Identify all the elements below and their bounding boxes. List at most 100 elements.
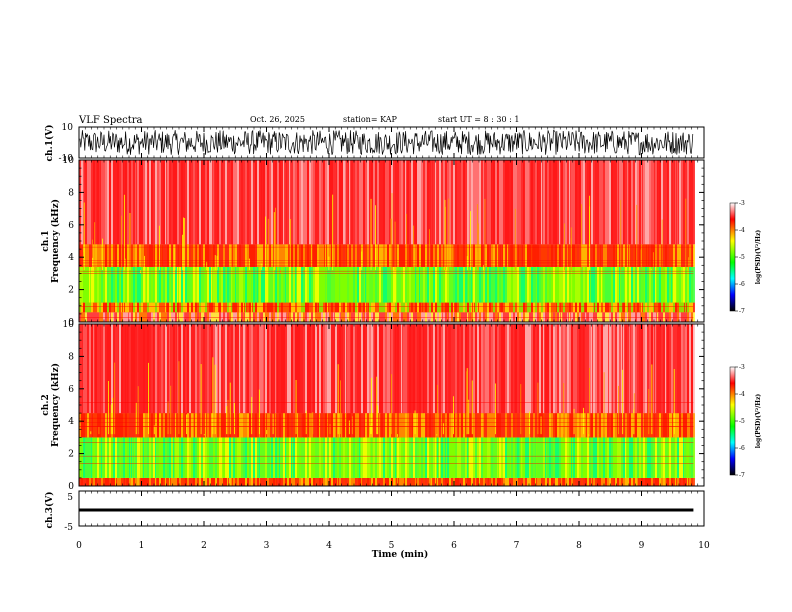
spectrogram-cell bbox=[355, 302, 357, 313]
spectrogram-cell bbox=[547, 266, 549, 303]
spectrogram-cell bbox=[509, 160, 511, 245]
spectrogram-cell bbox=[209, 302, 211, 313]
spectrogram-cell bbox=[529, 302, 531, 313]
spectrogram-cell bbox=[83, 312, 85, 322]
spectrogram-cell bbox=[367, 413, 369, 438]
spectrogram-cell bbox=[169, 302, 171, 313]
spectrogram-cell bbox=[187, 160, 189, 245]
spectrogram-cell bbox=[161, 312, 163, 322]
spectrogram-cell bbox=[289, 266, 291, 303]
spectrogram-cell bbox=[587, 302, 589, 313]
spectrogram-cell bbox=[537, 160, 539, 245]
spectrogram-cell bbox=[665, 324, 667, 414]
spectrogram-cell bbox=[409, 324, 411, 414]
spectrogram-cell bbox=[575, 324, 577, 414]
spectrogram-cell bbox=[667, 324, 669, 414]
spectrogram-cell bbox=[563, 302, 565, 313]
spectrogram-cell bbox=[341, 312, 343, 322]
spectrogram-cell bbox=[519, 244, 521, 267]
spectrogram-cell bbox=[681, 244, 683, 267]
spectrogram-cell bbox=[449, 324, 451, 414]
spectrogram-cell bbox=[595, 244, 597, 267]
spectrogram-cell bbox=[561, 324, 563, 414]
spectrogram-cell bbox=[307, 160, 309, 245]
spectrogram-cell bbox=[167, 477, 169, 486]
spectrogram-cell bbox=[425, 244, 427, 267]
spectrogram-cell bbox=[289, 312, 291, 322]
spectrogram-cell bbox=[421, 312, 423, 322]
spectrogram-cell bbox=[407, 413, 409, 438]
spectrogram-cell bbox=[519, 160, 521, 245]
spectrogram-cell bbox=[511, 413, 513, 438]
spectrogram-cell bbox=[385, 266, 387, 303]
spectrogram-cell bbox=[213, 437, 215, 478]
spectrogram-cell bbox=[309, 302, 311, 313]
spectrogram-cell bbox=[673, 312, 675, 322]
spectrogram-cell bbox=[517, 160, 519, 245]
spectrogram-cell bbox=[621, 413, 623, 438]
ch1-waveform-trace bbox=[79, 129, 694, 156]
spectrogram-cell bbox=[519, 437, 521, 478]
spectrogram-cell bbox=[265, 160, 267, 245]
spectrogram-cell bbox=[429, 244, 431, 267]
spectrogram-cell bbox=[121, 477, 123, 486]
spectrogram-cell bbox=[631, 244, 633, 267]
spectrogram-cell bbox=[117, 324, 119, 414]
spectrogram-cell bbox=[143, 437, 145, 478]
spectrogram-cell bbox=[331, 160, 333, 245]
spectrogram-cell bbox=[645, 302, 647, 313]
spectrogram-cell bbox=[493, 324, 495, 414]
spectrogram-cell bbox=[655, 477, 657, 486]
spectrogram-cell bbox=[663, 437, 665, 478]
spectrogram-cell bbox=[511, 160, 513, 245]
spectrogram-cell bbox=[461, 324, 463, 414]
spectrogram-cell bbox=[471, 160, 473, 245]
spectrogram-cell bbox=[139, 477, 141, 486]
spectrogram-cell bbox=[297, 244, 299, 267]
spectrogram-cell bbox=[343, 324, 345, 414]
spectrogram-cell bbox=[157, 244, 159, 267]
spectrogram-cell bbox=[495, 324, 497, 414]
spectrogram-cell bbox=[381, 266, 383, 303]
spectrogram-cell bbox=[485, 302, 487, 313]
spectrogram-cell bbox=[235, 477, 237, 486]
spectrogram-cell bbox=[625, 160, 627, 245]
spectrogram-cell bbox=[537, 324, 539, 414]
spectrogram-cell bbox=[93, 437, 95, 478]
spectrogram-cell bbox=[491, 244, 493, 267]
spectrogram-cell bbox=[607, 413, 609, 438]
spectrogram-cell bbox=[297, 324, 299, 414]
spectrogram-cell bbox=[577, 312, 579, 322]
spectrogram-cell bbox=[199, 437, 201, 478]
spectrogram-cell bbox=[365, 413, 367, 438]
spectrogram-cell bbox=[681, 413, 683, 438]
spectrogram-cell bbox=[215, 160, 217, 245]
spectrogram-cell bbox=[637, 266, 639, 303]
spectrogram-cell bbox=[113, 266, 115, 303]
spectrogram-cell bbox=[423, 244, 425, 267]
spectrogram-cell bbox=[279, 302, 281, 313]
spectrogram-cell bbox=[579, 324, 581, 414]
spectrogram-cell bbox=[265, 324, 267, 414]
spectrogram-cell bbox=[97, 266, 99, 303]
spectrogram-cell bbox=[179, 413, 181, 438]
spectrogram-cell bbox=[627, 160, 629, 245]
spectrogram-cell bbox=[357, 413, 359, 438]
spectrogram-cell bbox=[475, 160, 477, 245]
spectrogram-cell bbox=[287, 266, 289, 303]
spectrogram-cell bbox=[141, 244, 143, 267]
spectrogram-cell bbox=[101, 266, 103, 303]
spectrogram-cell bbox=[243, 302, 245, 313]
spectrogram-cell bbox=[577, 244, 579, 267]
spectrogram-cell bbox=[133, 413, 135, 438]
spectrogram-cell bbox=[269, 477, 271, 486]
spectrogram-cell bbox=[129, 302, 131, 313]
spectrogram-cell bbox=[353, 413, 355, 438]
spectrogram-cell bbox=[149, 302, 151, 313]
spectrogram-cell bbox=[181, 160, 183, 245]
spectrogram-cell bbox=[359, 244, 361, 267]
spectrogram-cell bbox=[541, 244, 543, 267]
spectrogram-cell bbox=[263, 160, 265, 245]
spectrogram-cell bbox=[417, 160, 419, 245]
spectrogram-cell bbox=[575, 413, 577, 438]
